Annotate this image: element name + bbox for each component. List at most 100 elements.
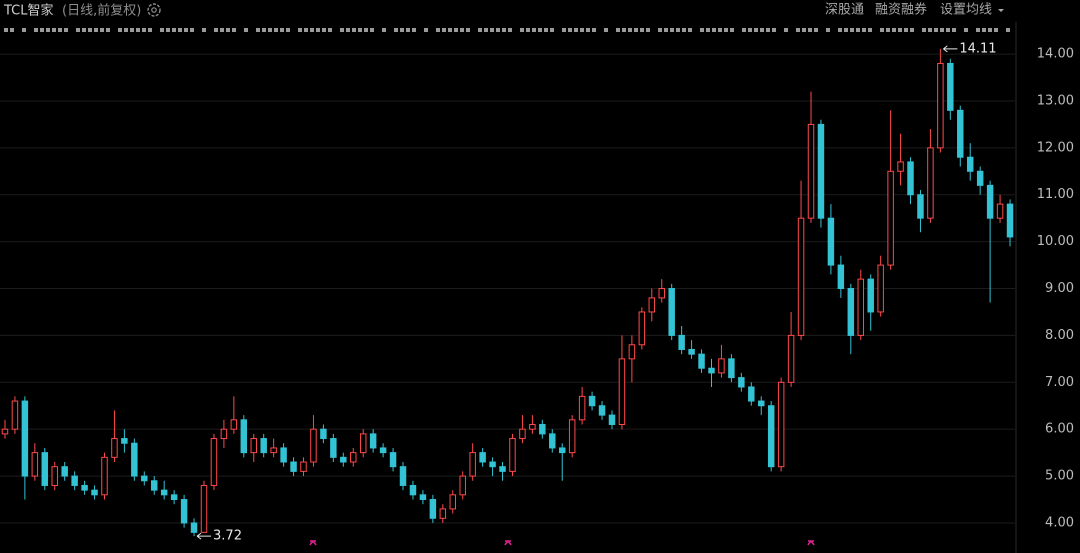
event-dot: [676, 28, 680, 32]
candle-body: [250, 438, 257, 454]
candle-body: [678, 334, 685, 350]
candle-body: [628, 344, 636, 360]
toolbar-button[interactable]: 深股通: [825, 3, 864, 18]
event-dot: [370, 28, 374, 32]
event-dot: [130, 28, 134, 32]
candle-body: [638, 311, 646, 346]
event-dot: [928, 28, 932, 32]
settings-icon[interactable]: [147, 3, 161, 17]
candle-body: [777, 381, 785, 468]
candle-body: [927, 147, 934, 219]
event-dot: [574, 28, 578, 32]
candle-body: [957, 109, 964, 158]
y-tick-label: 14.00: [1037, 47, 1074, 62]
event-dot: [724, 28, 728, 32]
event-dot: [508, 28, 512, 32]
dropdown-arrow[interactable]: [998, 9, 1004, 12]
event-dot: [934, 28, 938, 32]
event-dot: [808, 28, 812, 32]
event-dot: [538, 28, 542, 32]
event-dot: [442, 28, 446, 32]
candle-body: [409, 484, 417, 496]
candle-body: [728, 358, 735, 379]
event-dot: [394, 28, 398, 32]
y-tick-label: 9.00: [1045, 281, 1074, 296]
y-tick-label: 8.00: [1045, 328, 1074, 343]
event-dot: [280, 28, 284, 32]
candle-body: [598, 405, 606, 416]
candle-body: [131, 442, 138, 477]
event-dot: [406, 28, 410, 32]
candle-body: [151, 480, 158, 491]
event-dot: [304, 28, 308, 32]
event-dot: [460, 28, 464, 32]
event-dot: [946, 28, 950, 32]
chart-title: TCL智家: [3, 3, 54, 19]
event-dot: [748, 28, 752, 32]
candle-body: [937, 62, 944, 149]
gear-outline[interactable]: [147, 3, 161, 17]
candle-body: [1006, 203, 1014, 238]
toolbar-button[interactable]: 设置均线: [940, 3, 992, 18]
candle-body: [389, 452, 397, 468]
candle-body: [51, 466, 58, 486]
candle-body: [61, 466, 68, 477]
event-dot: [76, 28, 80, 32]
toolbar-button[interactable]: 融资融券: [875, 2, 927, 18]
event-dot: [106, 28, 110, 32]
event-dot: [784, 28, 788, 32]
event-dot: [466, 28, 470, 32]
y-tick-label: 5.00: [1045, 469, 1074, 484]
candle-body: [748, 386, 755, 402]
dividend-marker: [807, 540, 815, 546]
candle-body: [897, 161, 904, 172]
event-dot: [682, 28, 686, 32]
event-dot: [184, 28, 188, 32]
gear-center[interactable]: [151, 7, 157, 13]
event-dot: [766, 28, 770, 32]
y-tick-label: 4.00: [1045, 515, 1074, 530]
event-dot: [244, 28, 248, 32]
candle-body: [330, 438, 337, 458]
event-dot: [904, 28, 908, 32]
event-dot: [568, 28, 572, 32]
event-dot: [754, 28, 758, 32]
event-dot: [382, 28, 386, 32]
y-tick-label: 10.00: [1037, 234, 1074, 249]
candle-body: [698, 353, 705, 369]
candle-body: [379, 447, 387, 454]
candle-body: [708, 367, 715, 374]
candle-body: [509, 438, 516, 472]
candle-body: [31, 452, 39, 477]
candle-body: [758, 400, 765, 407]
candle-body: [310, 428, 317, 463]
candle-body: [558, 447, 566, 454]
event-dot: [34, 28, 38, 32]
event-dot: [526, 28, 530, 32]
event-dot: [286, 28, 290, 32]
event-dot: [922, 28, 926, 32]
event-dot: [172, 28, 176, 32]
event-dot: [640, 28, 644, 32]
candle-body: [867, 278, 874, 313]
event-dot: [190, 28, 194, 32]
event-dot: [844, 28, 848, 32]
candle-body: [887, 170, 894, 266]
candle-body: [489, 461, 496, 468]
candle-body: [180, 499, 188, 524]
candle-body: [111, 438, 118, 458]
candle-body: [190, 522, 198, 533]
candle-body: [877, 264, 884, 313]
candle-body: [340, 456, 347, 463]
event-dot: [202, 28, 206, 32]
candle-body: [658, 288, 665, 299]
event-dot: [340, 28, 344, 32]
candle-body: [568, 419, 576, 454]
candle-body: [200, 484, 208, 533]
candle-body: [160, 489, 168, 496]
event-dot: [226, 28, 230, 32]
candle-body: [459, 475, 466, 496]
candle-body: [947, 62, 954, 111]
